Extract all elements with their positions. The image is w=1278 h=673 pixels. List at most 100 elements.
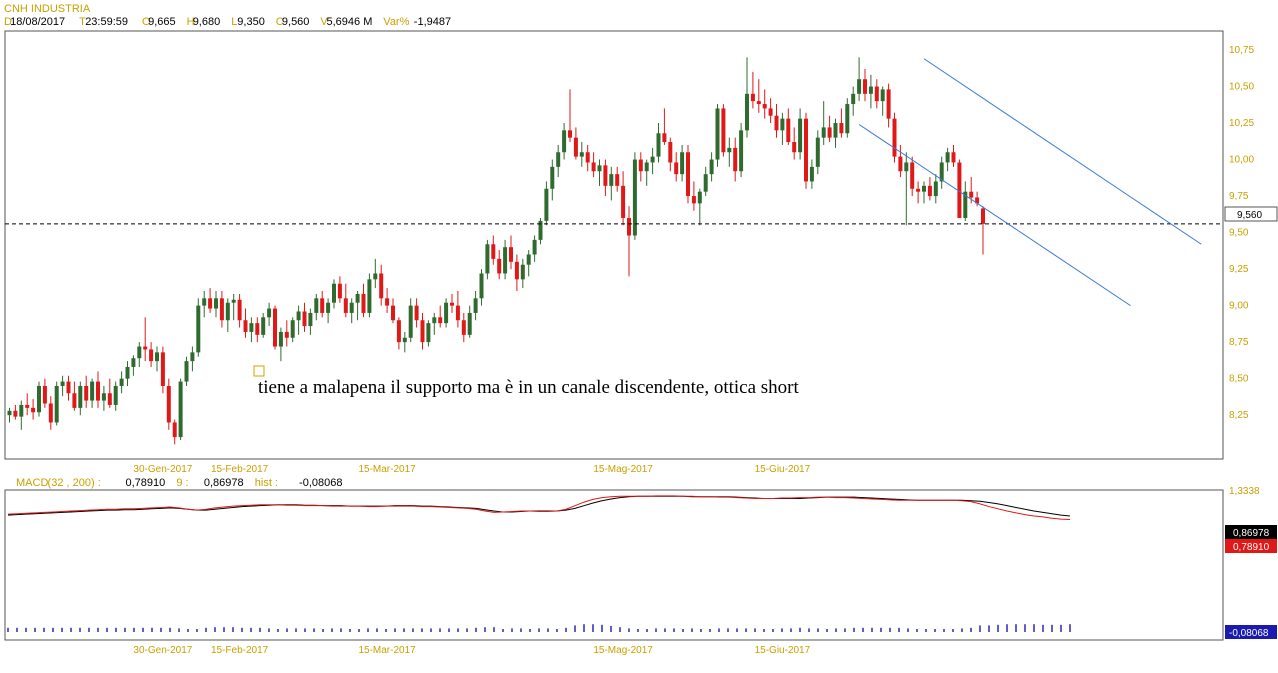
- candle-body: [485, 244, 490, 274]
- candle: [420, 312, 425, 350]
- candle: [467, 305, 472, 338]
- candle: [54, 381, 59, 426]
- candle: [450, 293, 454, 313]
- candle: [273, 305, 277, 350]
- candle: [37, 381, 41, 417]
- header-prefix-2: O: [142, 16, 151, 28]
- candle-body: [609, 174, 614, 186]
- last-price-box: [1224, 206, 1278, 222]
- candle-body: [975, 197, 980, 204]
- candle: [408, 298, 413, 343]
- candle-body: [514, 261, 519, 280]
- candle-body: [585, 152, 590, 163]
- candle-body: [721, 108, 726, 153]
- candle: [426, 320, 431, 347]
- price-tick-label: 10,25: [1229, 118, 1254, 129]
- candle: [84, 375, 89, 408]
- candle: [208, 288, 213, 313]
- candle: [231, 293, 236, 321]
- candle: [727, 137, 732, 167]
- candle-body: [367, 279, 372, 313]
- candle: [326, 298, 331, 324]
- candle: [308, 308, 313, 335]
- candle-body: [662, 133, 667, 143]
- header-prefix-3: H: [187, 16, 195, 28]
- header-prefix-7: Var%: [383, 16, 409, 28]
- candle-body: [308, 312, 313, 327]
- candle: [60, 375, 65, 397]
- candle: [373, 258, 378, 289]
- candle-body: [691, 196, 696, 204]
- candles-group: [7, 57, 985, 445]
- candle-body: [868, 86, 873, 94]
- candle-body: [314, 298, 319, 313]
- candle: [243, 308, 248, 338]
- header-value-7: -1,9487: [414, 16, 451, 28]
- candle-body: [225, 302, 230, 321]
- price-tick-label: 10,75: [1229, 45, 1254, 56]
- candle: [686, 144, 690, 204]
- candle-body: [178, 381, 183, 438]
- candle-body: [597, 165, 602, 172]
- candle: [13, 404, 18, 420]
- candle-body: [804, 118, 808, 182]
- candle: [922, 181, 926, 204]
- candle-body: [479, 273, 484, 299]
- candle-body: [739, 130, 744, 172]
- candle: [957, 159, 962, 218]
- candle-body: [709, 159, 714, 175]
- candle-body: [261, 317, 266, 335]
- candle: [131, 355, 136, 376]
- macd-header-part-1: (32 , 200) :: [38, 477, 100, 489]
- candle: [703, 166, 708, 197]
- candle: [113, 381, 118, 411]
- candle: [355, 291, 360, 321]
- candle-body: [31, 407, 36, 413]
- price-tick-label: 8,25: [1229, 410, 1249, 421]
- candle: [284, 320, 289, 347]
- candle-body: [650, 156, 655, 163]
- annotation-marker[interactable]: [253, 365, 265, 377]
- candle-body: [686, 152, 690, 197]
- candle-body: [196, 305, 201, 353]
- candle-body: [845, 104, 850, 134]
- candle: [107, 378, 112, 408]
- header-prefix-6: V: [320, 16, 328, 28]
- candle: [585, 144, 590, 172]
- candle-body: [750, 93, 755, 102]
- candle: [597, 159, 602, 186]
- candle: [349, 298, 354, 324]
- candle: [603, 159, 608, 197]
- header-prefix-1: T: [79, 16, 86, 28]
- candle-body: [231, 299, 236, 303]
- candle: [526, 250, 531, 277]
- candle-body: [603, 165, 608, 186]
- candle-body: [273, 308, 277, 347]
- candle-body: [839, 123, 844, 134]
- candle-body: [432, 317, 437, 324]
- candle-body: [556, 152, 561, 167]
- candle: [42, 378, 47, 408]
- candle: [709, 152, 714, 182]
- candle: [963, 181, 968, 221]
- candle-body: [101, 393, 106, 401]
- price-panel: [4, 30, 1224, 460]
- macd-axis-tick: 1,3338: [1229, 486, 1260, 497]
- candle-body: [60, 381, 65, 386]
- candle: [255, 317, 260, 343]
- candle: [644, 159, 649, 186]
- candle: [444, 298, 449, 328]
- candle: [868, 74, 873, 109]
- price-tick-label: 9,75: [1229, 191, 1249, 202]
- candle-body: [703, 174, 708, 192]
- signal-line: [7, 495, 1071, 521]
- candle-body: [90, 381, 95, 401]
- candle-body: [520, 264, 525, 280]
- candle-body: [491, 244, 496, 259]
- candle-body: [396, 320, 401, 343]
- candle-body: [391, 305, 395, 321]
- candle: [733, 137, 738, 182]
- price-tick-label: 9,50: [1229, 228, 1249, 239]
- candle-body: [237, 299, 242, 321]
- macd-panel: [4, 489, 1224, 641]
